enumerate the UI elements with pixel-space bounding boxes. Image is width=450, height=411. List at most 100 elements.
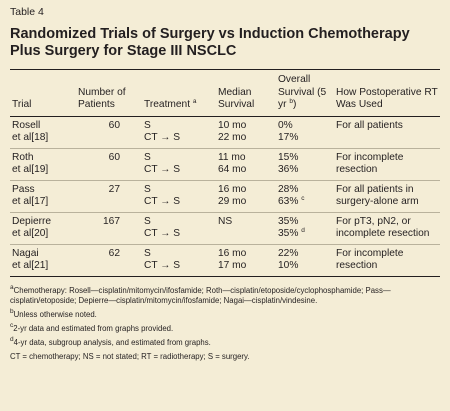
cell-text: For pT3, pN2, or incomplete resection <box>336 215 430 240</box>
cell-text: CT → S <box>144 260 181 271</box>
cell-line: 10% <box>278 260 332 273</box>
cell-line: 22% <box>278 248 332 261</box>
cell-line: 28% <box>278 184 332 197</box>
cell-text: 11 mo <box>218 151 246 163</box>
cell-text: Nagai <box>12 247 39 259</box>
cell-line: CT → S <box>144 196 214 209</box>
table-row: Nagai et al[21] 62 S CT → S 16 mo 17 mo 22% 10% F… <box>10 243 440 276</box>
cell-text: CT → S <box>144 164 181 175</box>
table-title: Randomized Trials of Surgery vs Inductio… <box>10 26 410 59</box>
header-cell: Median Survival <box>216 70 276 117</box>
table-cell: 10 mo 22 mo <box>216 116 276 148</box>
cell-text: et al[21] <box>12 260 49 271</box>
table-cell: Depierre et al[20] <box>10 211 76 244</box>
table-cell: For pT3, pN2, or incomplete resection <box>334 211 440 244</box>
table-row: Depierre et al[20] 167 S CT → S NS 35% 35% d For… <box>10 211 440 244</box>
cell-line: 17% <box>278 132 332 145</box>
cell-line: et al[17] <box>12 196 74 209</box>
cell-text: S <box>144 247 151 259</box>
cell-text: 22 mo <box>218 132 247 143</box>
cell-text: 60 <box>108 151 120 163</box>
cell-text: 10 mo <box>218 119 247 131</box>
cell-text: For all patients <box>336 119 403 131</box>
footnote: d4-yr data, subgroup analysis, and estim… <box>10 335 440 348</box>
cell-line: CT → S <box>144 260 214 273</box>
cell-text: Number of Patients <box>78 86 126 111</box>
table-cell: 167 <box>76 211 142 244</box>
footnote-mark: d <box>10 335 14 343</box>
cell-line: 36% <box>278 164 332 177</box>
cell-text: 17 mo <box>218 260 247 271</box>
cell-text: Median Survival <box>218 86 255 111</box>
footnote-mark: b <box>289 98 293 105</box>
footnote-mark: c <box>301 195 305 202</box>
table-cell: NS <box>216 211 276 244</box>
cell-line: 64 mo <box>218 164 274 177</box>
table-cell: 16 mo 29 mo <box>216 179 276 212</box>
table-cell: 27 <box>76 179 142 212</box>
table-cell: For all patients in surgery-alone arm <box>334 179 440 212</box>
table-cell: For all patients <box>334 116 440 148</box>
cell-text: Roth <box>12 151 34 163</box>
cell-line: 17 mo <box>218 260 274 273</box>
cell-line: Roth <box>12 152 74 165</box>
cell-line: 16 mo <box>218 248 274 261</box>
table-cell: 11 mo 64 mo <box>216 147 276 180</box>
cell-line: 10 mo <box>218 120 274 133</box>
cell-text: S <box>144 151 151 163</box>
cell-text: ) <box>292 99 297 110</box>
cell-text: 27 <box>108 183 120 195</box>
cell-line: 29 mo <box>218 196 274 209</box>
table-cell: 22% 10% <box>276 243 334 276</box>
footnote-mark: b <box>10 307 14 315</box>
cell-line: 0% <box>278 120 332 133</box>
table-cell: 62 <box>76 243 142 276</box>
cell-text: 35% <box>278 228 302 239</box>
table-row: Roth et al[19] 60 S CT → S 11 mo 64 mo 15% 36% Fo… <box>10 147 440 180</box>
footnote: c2-yr data and estimated from graphs pro… <box>10 321 440 334</box>
table-cell: Rosell et al[18] <box>10 116 76 148</box>
cell-text: 35% <box>278 215 299 227</box>
cell-text: et al[19] <box>12 164 49 175</box>
cell-text: CT → S <box>144 132 181 143</box>
cell-line: 35% d <box>278 227 332 241</box>
cell-text: CT → S <box>144 196 181 207</box>
cell-text: 0% <box>278 119 293 131</box>
cell-text: 16 mo <box>218 247 247 259</box>
cell-text: 22% <box>278 247 299 259</box>
table-cell: S CT → S <box>142 116 216 148</box>
cell-line: 16 mo <box>218 184 274 197</box>
footnote-mark: c <box>10 321 14 329</box>
footnote: CT = chemotherapy; NS = not stated; RT =… <box>10 352 440 362</box>
cell-text: 60 <box>108 119 120 131</box>
table-cell: 16 mo 17 mo <box>216 243 276 276</box>
cell-text: For all patients in surgery-alone arm <box>336 183 419 208</box>
cell-line: Rosell <box>12 120 74 133</box>
table-body: Rosell et al[18] 60 S CT → S 10 mo 22 mo 0% 17% F… <box>10 116 440 276</box>
cell-line: 63% c <box>278 195 332 209</box>
table-cell: For incomplete resection <box>334 243 440 276</box>
cell-text: S <box>144 119 151 131</box>
cell-text: NS <box>218 215 233 227</box>
cell-text: 62 <box>108 247 120 259</box>
table-cell: Pass et al[17] <box>10 179 76 212</box>
cell-text: Pass <box>12 183 35 195</box>
table: Trial Number of Patients Treatment a Median… <box>10 69 440 277</box>
cell-text: 167 <box>103 215 120 227</box>
header-cell: Overall Survival (5 yr b) <box>276 70 334 117</box>
table-row: Rosell et al[18] 60 S CT → S 10 mo 22 mo 0% 17% F… <box>10 116 440 148</box>
cell-line: 15% <box>278 152 332 165</box>
cell-text: 15% <box>278 151 299 163</box>
cell-line: CT → S <box>144 228 214 241</box>
footnote-mark: a <box>192 98 197 105</box>
cell-text: Trial <box>12 99 32 110</box>
cell-line: S <box>144 216 214 229</box>
table-cell: S CT → S <box>142 211 216 244</box>
footnote-text: Unless otherwise noted. <box>13 309 97 319</box>
table-row: Pass et al[17] 27 S CT → S 16 mo 29 mo 28% 63% c… <box>10 179 440 212</box>
header-cell: Trial <box>10 70 76 117</box>
cell-line: et al[21] <box>12 260 74 273</box>
table-cell: 60 <box>76 147 142 180</box>
cell-text: Depierre <box>12 215 52 227</box>
cell-line: Pass <box>12 184 74 197</box>
